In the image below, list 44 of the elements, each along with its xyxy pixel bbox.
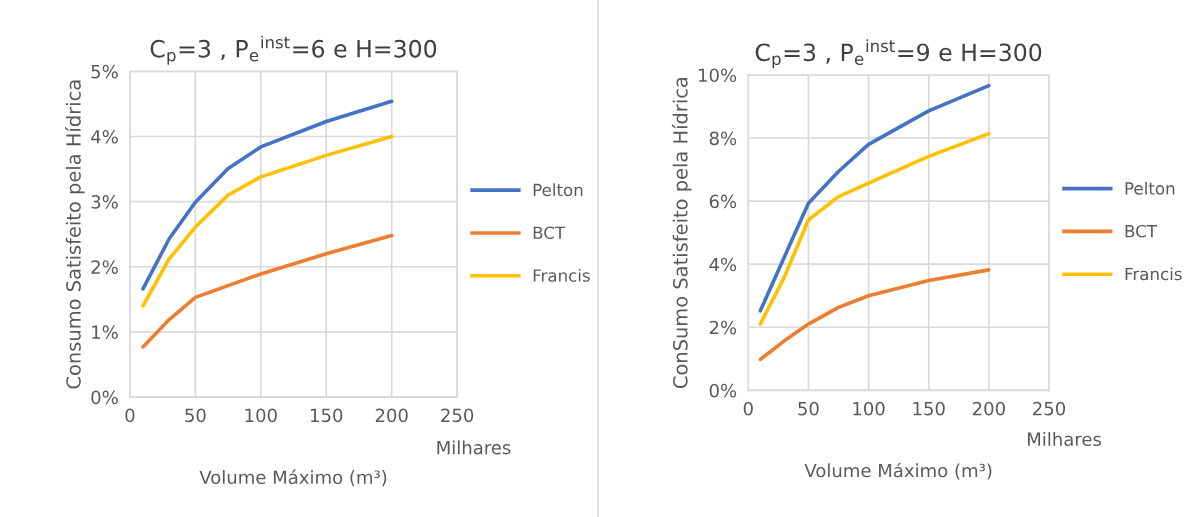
- x-tick-label: 150: [913, 401, 945, 416]
- y-axis-title: ConSumo Satisfeito pela Hídrica: [671, 77, 692, 389]
- x-tick-label: 200: [375, 408, 408, 423]
- y-tick-label: 5%: [91, 64, 118, 79]
- x-axis-title: Volume Máximo (m³): [804, 462, 992, 480]
- line-series: [758, 268, 991, 362]
- x-axis-title: Volume Máximo (m³): [199, 469, 387, 487]
- x-tick-label: 250: [1033, 401, 1066, 416]
- x-tick-label: 100: [245, 408, 277, 423]
- legend-label: Pelton: [1125, 181, 1175, 195]
- legend-label: Pelton: [533, 183, 583, 197]
- x-tick-label: 50: [185, 408, 206, 423]
- chart-title: C$_{p}$=3 , P$_{e}$$^{inst}$=6 e H=300: [150, 35, 437, 65]
- y-axis-title: Consumo Satisfeito pela Hídrica: [65, 80, 85, 389]
- y-tick-label: 0%: [91, 390, 118, 405]
- y-tick-label: 4%: [709, 257, 737, 272]
- line-series: [758, 131, 991, 326]
- y-tick-label: 3%: [91, 195, 118, 209]
- line-series: [758, 83, 991, 313]
- y-tick-label: 1%: [92, 325, 118, 340]
- line-series: [141, 233, 394, 349]
- legend-label: BCT: [1125, 224, 1158, 238]
- x-tick-label: 0: [125, 408, 135, 423]
- x-tick-label: 0: [743, 401, 753, 416]
- y-tick-label: 6%: [709, 194, 737, 209]
- x-tick-label: 250: [441, 408, 474, 423]
- legend-label: Francis: [533, 268, 590, 282]
- x-tick-label: 150: [311, 408, 343, 423]
- legend-label: Francis: [1125, 267, 1182, 281]
- y-tick-label: 0%: [709, 383, 737, 398]
- x-tick-label: 50: [798, 401, 819, 416]
- text: Milhares: [437, 440, 511, 455]
- y-tick-label: 2%: [91, 260, 118, 274]
- y-tick-label: 2%: [709, 320, 737, 335]
- x-tick-label: 100: [853, 401, 885, 416]
- y-tick-label: 10%: [699, 68, 737, 83]
- y-tick-label: 8%: [709, 131, 737, 146]
- legend-label: BCT: [533, 226, 566, 240]
- x-tick-label: 200: [972, 401, 1005, 416]
- line-series: [141, 99, 394, 291]
- chart-title: C$_{p}$=3 , P$_{e}$$^{inst}$=9 e H=300: [755, 39, 1042, 69]
- line-series: [141, 134, 394, 308]
- y-tick-label: 4%: [91, 129, 118, 144]
- text: Milhares: [1028, 432, 1101, 447]
